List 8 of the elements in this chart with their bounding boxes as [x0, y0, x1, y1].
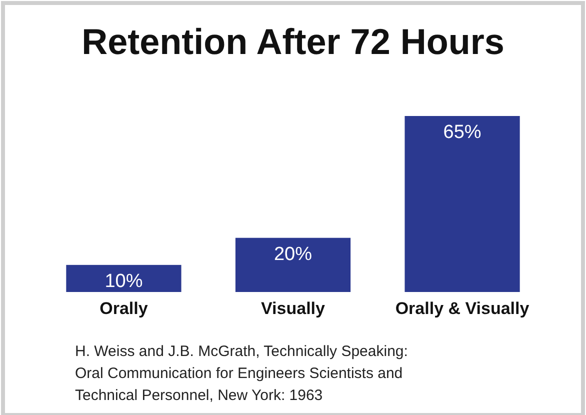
text: H. Weiss and J.B. McGrath, Technically Speaking: Oral Communication for Engineers Scientists and Technical Personnel, New York: 1963: [75, 343, 408, 404]
data-label: 10%: [104, 270, 143, 292]
data-label: 65%: [443, 122, 482, 143]
chart-title: Retention After 72 Hours: [82, 21, 504, 62]
x-tick-label: Orally & Visually: [395, 299, 530, 318]
x-tick-label: Orally: [100, 299, 148, 318]
data-label: 20%: [274, 244, 312, 265]
x-tick-label: Visually: [261, 299, 326, 318]
